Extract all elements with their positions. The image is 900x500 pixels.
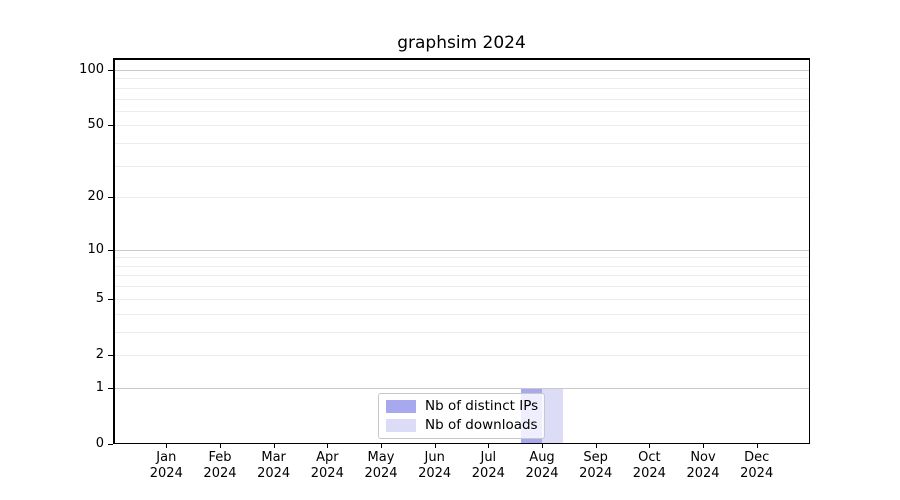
x-tick-label: May 2024 (364, 450, 398, 481)
y-tick-label: 100 (79, 61, 104, 77)
y-tick-mark (108, 298, 113, 300)
minor-gridline (113, 354, 810, 356)
x-tick-label: Jun 2024 (418, 450, 452, 481)
spine-right (808, 58, 810, 444)
minor-gridline (113, 331, 810, 333)
legend-swatch-downloads (386, 419, 416, 432)
y-tick-label: 5 (95, 290, 104, 306)
y-tick-mark (108, 125, 113, 127)
minor-gridline (113, 286, 810, 288)
x-tick-mark (327, 444, 329, 448)
minor-gridline (113, 87, 810, 89)
x-tick-mark (542, 444, 543, 448)
x-tick-label: Apr 2024 (310, 450, 344, 481)
x-tick-label: Sep 2024 (579, 450, 613, 481)
minor-gridline (113, 110, 810, 112)
minor-gridline (113, 165, 810, 167)
minor-gridline (113, 78, 810, 80)
y-tick-label: 2 (95, 346, 104, 362)
x-tick-mark (166, 444, 168, 448)
minor-gridline (113, 257, 810, 259)
bar-downloads (542, 387, 563, 444)
minor-gridline (113, 298, 810, 300)
x-tick-label: Aug 2024 (525, 450, 559, 481)
x-tick-label: Jan 2024 (149, 450, 183, 481)
x-tick-label: Oct 2024 (632, 450, 666, 481)
y-tick-label: 50 (87, 117, 104, 133)
spine-left (113, 58, 115, 444)
y-tick-label: 20 (87, 189, 104, 205)
legend-label-downloads: Nb of downloads (425, 417, 538, 433)
legend-item-downloads: Nb of downloads (379, 417, 544, 434)
minor-gridline (113, 98, 810, 100)
x-tick-mark (488, 444, 490, 448)
legend-label-distinct-ips: Nb of distinct IPs (425, 398, 539, 414)
y-tick-mark (108, 249, 113, 251)
minor-gridline (113, 197, 810, 199)
x-tick-label: Feb 2024 (203, 450, 237, 481)
chart-title: graphsim 2024 (397, 33, 526, 53)
spine-top (113, 58, 810, 60)
x-tick-mark (756, 444, 758, 448)
y-tick-mark (108, 354, 113, 356)
x-tick-mark (649, 444, 651, 448)
x-tick-label: Nov 2024 (686, 450, 720, 481)
plot-area (113, 58, 810, 444)
x-tick-mark (219, 444, 221, 448)
major-gridline (113, 249, 810, 251)
legend: Nb of distinct IPs Nb of downloads (378, 393, 545, 439)
minor-gridline (113, 143, 810, 145)
x-tick-label: Jul 2024 (471, 450, 505, 481)
minor-gridline (113, 275, 810, 277)
spine-bottom (113, 442, 810, 444)
minor-gridline (113, 313, 810, 315)
legend-swatch-distinct-ips (386, 400, 416, 413)
y-tick-label: 1 (95, 379, 104, 395)
x-tick-mark (595, 444, 597, 448)
x-tick-mark (380, 444, 382, 448)
y-tick-mark (108, 444, 113, 445)
x-tick-mark (703, 444, 705, 448)
y-tick-label: 10 (87, 241, 104, 257)
legend-item-distinct-ips: Nb of distinct IPs (379, 398, 544, 415)
x-tick-label: Dec 2024 (740, 450, 774, 481)
y-tick-label: 0 (95, 436, 104, 451)
minor-gridline (113, 125, 810, 127)
minor-gridline (113, 265, 810, 267)
y-tick-mark (108, 387, 113, 389)
x-tick-mark (273, 444, 275, 448)
y-tick-mark (108, 69, 113, 71)
y-tick-mark (108, 197, 113, 199)
x-tick-label: Mar 2024 (257, 450, 291, 481)
major-gridline (113, 69, 810, 71)
x-tick-mark (434, 444, 436, 448)
major-gridline (113, 387, 810, 389)
